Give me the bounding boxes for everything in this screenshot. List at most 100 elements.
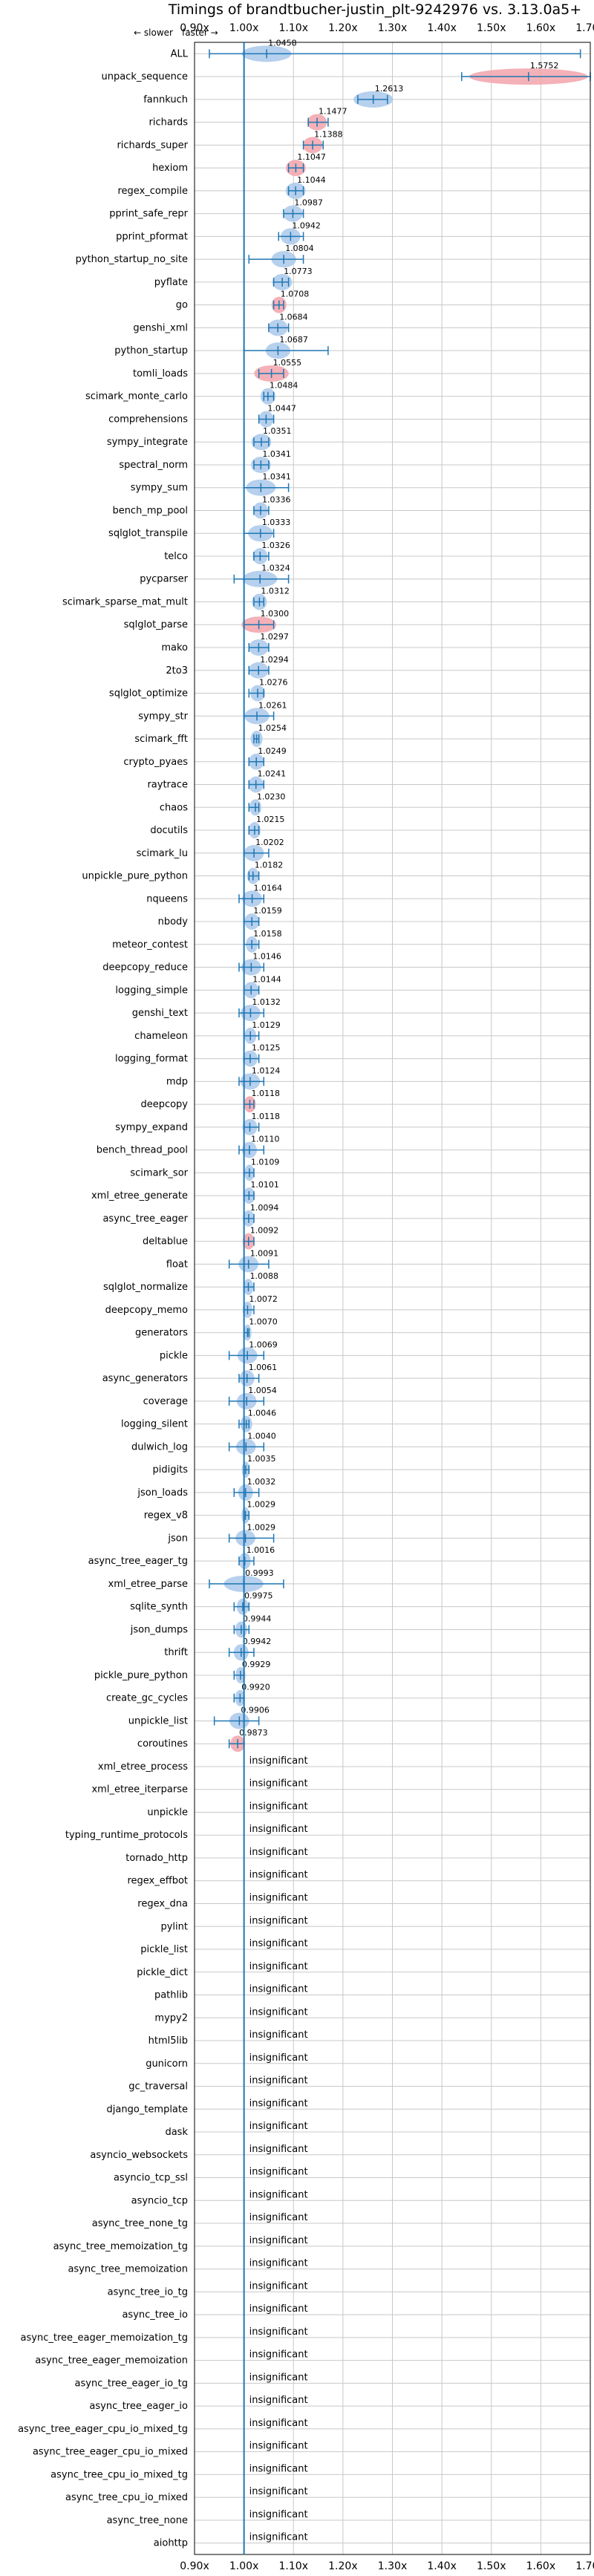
data-label: 1.0144 <box>252 974 281 984</box>
violins: 1.0458 1.5752 1.2613 1.1477 1.1388 1.1047 1.10… <box>209 38 591 2543</box>
category-label: pidigits <box>153 1464 189 1476</box>
category-label: spectral_norm <box>119 460 188 471</box>
data-label: 0.9920 <box>241 1683 270 1692</box>
category-label: unpickle <box>147 1807 188 1818</box>
category-label: gc_traversal <box>128 2081 188 2093</box>
data-label: 1.0091 <box>250 1248 279 1258</box>
x-tick-label-bottom: 1.30x <box>378 2560 407 2572</box>
category-label: pickle <box>160 1350 188 1361</box>
x-tick-labels-top: 0.90x 1.00x 1.10x 1.20x 1.30x 1.40x 1.50x 1.60x… <box>180 22 594 34</box>
insignificant-label: insignificant <box>249 2326 308 2338</box>
data-label: 1.0110 <box>251 1135 280 1144</box>
data-label: 0.9873 <box>239 1728 268 1738</box>
data-label: 1.0159 <box>253 906 282 916</box>
category-label: pathlib <box>154 1990 188 2001</box>
insignificant-label: insignificant <box>249 2486 308 2497</box>
data-label: 1.0333 <box>262 518 291 527</box>
data-label: 1.0182 <box>255 861 284 870</box>
legend: ← slower faster → <box>134 27 218 38</box>
category-label: genshi_xml <box>133 322 188 333</box>
data-label: 1.1477 <box>319 107 347 117</box>
category-label: hexiom <box>152 163 188 174</box>
category-label: deepcopy_reduce <box>102 962 188 974</box>
data-label: 1.0029 <box>247 1522 276 1532</box>
category-label: sympy_str <box>138 711 188 722</box>
data-label: 1.0088 <box>249 1271 278 1281</box>
x-tick-label-top: 1.20x <box>328 22 357 34</box>
insignificant-label: insignificant <box>249 2441 308 2452</box>
category-label: xml_etree_process <box>98 1761 188 1773</box>
data-label: 1.0987 <box>294 198 323 208</box>
data-label: 1.0158 <box>253 929 282 939</box>
insignificant-label: insignificant <box>249 2280 308 2292</box>
category-label: python_startup_no_site <box>76 254 188 265</box>
category-label: asyncio_tcp <box>131 2195 188 2206</box>
category-label: async_tree_cpu_io_mixed <box>65 2492 188 2503</box>
category-label: sqlglot_normalize <box>103 1282 188 1293</box>
insignificant-label: insignificant <box>249 1778 308 1790</box>
category-label: gunicorn <box>146 2058 188 2070</box>
category-label: pickle_pure_python <box>94 1670 188 1681</box>
insignificant-label: insignificant <box>249 1801 308 1812</box>
category-label: dulwich_log <box>131 1441 188 1452</box>
data-label: 1.1044 <box>297 175 326 185</box>
category-label: scimark_monte_carlo <box>85 391 188 402</box>
x-tick-label-top: 0.90x <box>180 22 209 34</box>
data-label: 1.0035 <box>247 1454 276 1464</box>
insignificant-label: insignificant <box>249 1984 308 1995</box>
category-label: fannkuch <box>143 94 188 105</box>
data-label: 1.0351 <box>263 426 292 436</box>
data-label: 0.9942 <box>243 1637 272 1646</box>
category-label: asyncio_tcp_ssl <box>114 2173 188 2184</box>
legend-faster: faster → <box>182 27 218 38</box>
insignificant-label: insignificant <box>249 1892 308 1903</box>
data-label: 0.9906 <box>241 1705 270 1715</box>
insignificant-label: insignificant <box>249 2395 308 2406</box>
insignificant-label: insignificant <box>249 2303 308 2315</box>
legend-slower: ← slower <box>134 27 173 38</box>
category-label: meteor_contest <box>112 939 188 950</box>
category-label: scimark_fft <box>134 734 188 745</box>
data-label: 1.0032 <box>247 1477 276 1487</box>
category-label: unpack_sequence <box>101 71 188 82</box>
data-label: 1.0215 <box>256 815 285 824</box>
category-label: async_generators <box>102 1373 189 1384</box>
data-label: 1.0109 <box>251 1157 280 1167</box>
insignificant-label: insignificant <box>249 2418 308 2429</box>
x-tick-label-bottom: 1.20x <box>328 2560 357 2572</box>
category-label: async_tree_eager_io_tg <box>75 2378 188 2389</box>
category-label: telco <box>164 551 188 562</box>
data-label: 1.0249 <box>258 746 287 756</box>
category-label: pylint <box>160 1921 188 1932</box>
category-label: sqlglot_optimize <box>109 688 188 700</box>
category-label: regex_dna <box>137 1898 188 1909</box>
data-label: 1.0029 <box>247 1500 276 1510</box>
category-label: xml_etree_parse <box>108 1579 188 1590</box>
category-labels: ALL unpack_sequence fannkuch richards richar… <box>18 48 189 2549</box>
category-label: pickle_dict <box>137 1967 188 1978</box>
category-label: docutils <box>150 825 188 836</box>
category-label: raytrace <box>147 780 188 791</box>
category-label: comprehensions <box>108 414 188 425</box>
category-label: async_tree_eager <box>102 1213 188 1225</box>
data-label: 1.0447 <box>267 403 296 413</box>
data-label: 1.0312 <box>261 586 290 596</box>
category-label: python_startup <box>114 345 188 356</box>
category-label: deepcopy_memo <box>105 1305 188 1316</box>
category-label: pprint_pformat <box>116 231 188 242</box>
data-label: 1.0016 <box>247 1545 275 1555</box>
category-label: deepcopy <box>140 1099 188 1110</box>
data-label: 1.0804 <box>285 244 314 253</box>
insignificant-label: insignificant <box>249 2509 308 2520</box>
x-tick-label-bottom: 1.70x <box>575 2560 594 2572</box>
category-label: ALL <box>171 48 189 59</box>
category-label: typing_runtime_protocols <box>65 1830 188 1841</box>
category-label: sqlglot_transpile <box>108 528 188 539</box>
data-label: 1.0070 <box>249 1317 278 1327</box>
category-label: unpickle_pure_python <box>82 871 188 882</box>
x-tick-label-bottom: 1.00x <box>229 2560 258 2572</box>
category-label: async_tree_memoization_tg <box>53 2241 188 2252</box>
category-label: async_tree_io <box>122 2309 188 2321</box>
category-label: async_tree_memoization <box>68 2264 188 2275</box>
x-tick-label-bottom: 1.60x <box>526 2560 555 2572</box>
